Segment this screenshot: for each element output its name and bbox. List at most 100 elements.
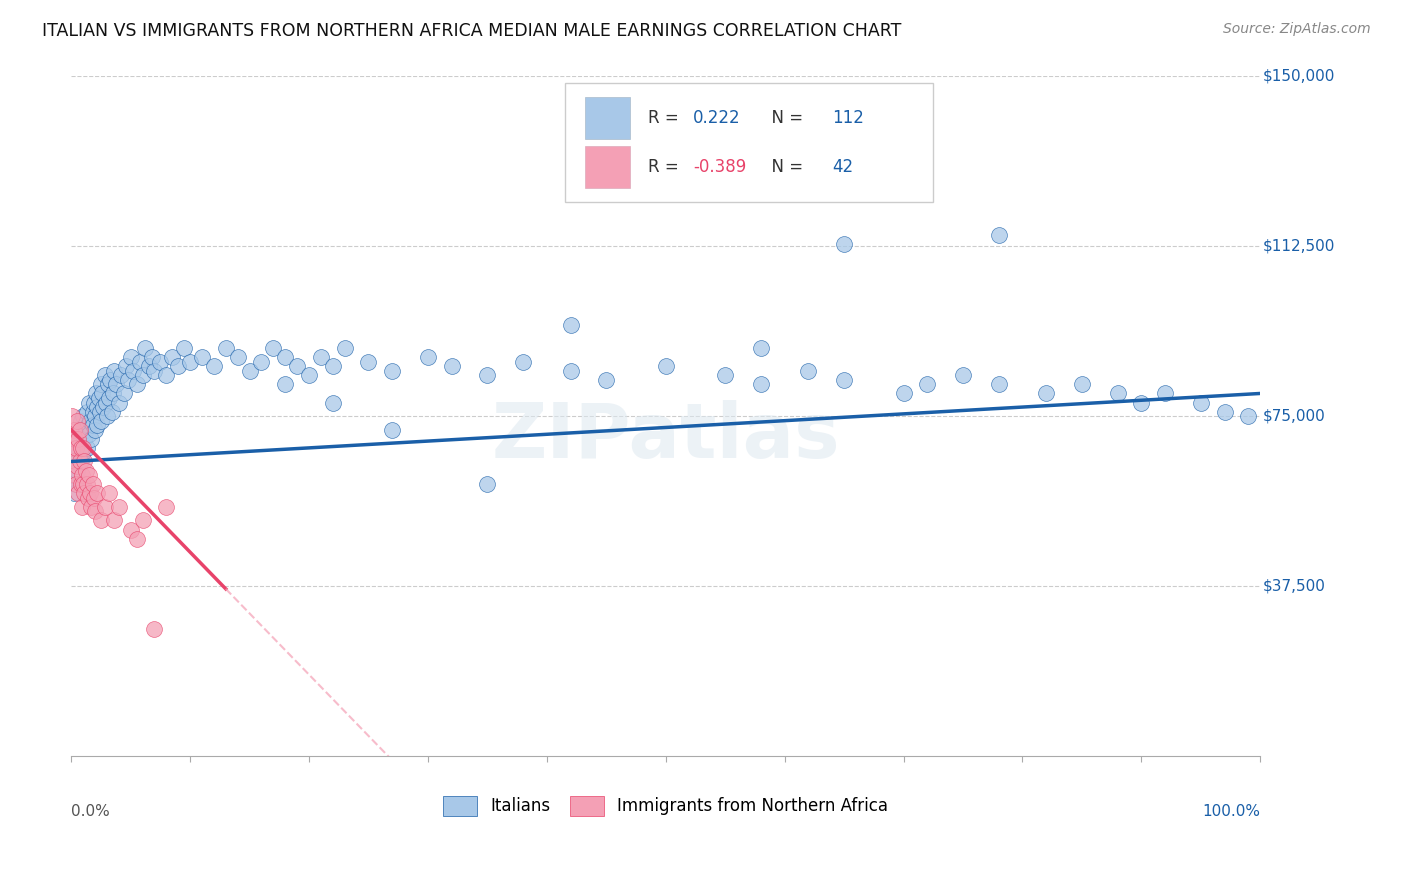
- Point: [79, 486, 101, 500]
- Point: [97, 377, 120, 392]
- Point: [84, 504, 107, 518]
- Point: [125, 532, 148, 546]
- Point: [70, 468, 93, 483]
- Point: [62, 486, 84, 500]
- Point: [72, 445, 94, 459]
- Text: $75,000: $75,000: [1263, 409, 1326, 424]
- Point: [66, 464, 89, 478]
- Point: [65, 441, 87, 455]
- Point: [93, 400, 115, 414]
- Text: ITALIAN VS IMMIGRANTS FROM NORTHERN AFRICA MEDIAN MALE EARNINGS CORRELATION CHAR: ITALIAN VS IMMIGRANTS FROM NORTHERN AFRI…: [42, 22, 901, 40]
- Point: [73, 432, 96, 446]
- Point: [65, 477, 87, 491]
- Point: [76, 404, 98, 418]
- Point: [66, 432, 89, 446]
- Point: [63, 432, 86, 446]
- Text: 0.222: 0.222: [693, 109, 741, 127]
- Bar: [585, 96, 630, 139]
- Point: [173, 341, 195, 355]
- Point: [1213, 404, 1236, 418]
- Point: [73, 486, 96, 500]
- Point: [69, 454, 91, 468]
- Point: [86, 418, 108, 433]
- Point: [155, 500, 177, 514]
- Point: [239, 364, 262, 378]
- Point: [67, 441, 90, 455]
- Point: [93, 368, 115, 383]
- Point: [82, 404, 104, 418]
- Point: [90, 513, 112, 527]
- FancyBboxPatch shape: [565, 83, 934, 202]
- Point: [73, 454, 96, 468]
- Point: [96, 409, 118, 424]
- Point: [98, 486, 121, 500]
- Point: [63, 454, 86, 468]
- Point: [143, 622, 166, 636]
- Point: [416, 350, 439, 364]
- Text: N =: N =: [761, 109, 808, 127]
- Point: [69, 441, 91, 455]
- Point: [75, 464, 97, 478]
- Point: [333, 341, 356, 355]
- Point: [832, 373, 855, 387]
- Point: [1070, 377, 1092, 392]
- Legend: Italians, Immigrants from Northern Africa: Italians, Immigrants from Northern Afric…: [437, 789, 894, 822]
- Point: [167, 359, 190, 374]
- Point: [80, 432, 103, 446]
- Point: [1237, 409, 1260, 424]
- Point: [215, 341, 238, 355]
- Point: [131, 368, 153, 383]
- Point: [67, 432, 90, 446]
- Point: [107, 500, 129, 514]
- Point: [654, 359, 676, 374]
- Point: [440, 359, 463, 374]
- Point: [62, 468, 84, 483]
- Point: [262, 341, 284, 355]
- Point: [322, 395, 344, 409]
- Point: [134, 341, 156, 355]
- Point: [1189, 395, 1212, 409]
- Point: [155, 368, 177, 383]
- Point: [309, 350, 332, 364]
- Point: [83, 395, 105, 409]
- Point: [76, 441, 98, 455]
- Point: [322, 359, 344, 374]
- Point: [93, 500, 115, 514]
- Point: [560, 318, 582, 333]
- Point: [381, 423, 404, 437]
- Point: [120, 350, 142, 364]
- Text: Source: ZipAtlas.com: Source: ZipAtlas.com: [1223, 22, 1371, 37]
- Point: [1107, 386, 1129, 401]
- Point: [477, 368, 499, 383]
- Text: $37,500: $37,500: [1263, 579, 1326, 594]
- Point: [120, 523, 142, 537]
- Point: [125, 377, 148, 392]
- Point: [107, 395, 129, 409]
- Point: [100, 404, 122, 418]
- Point: [94, 395, 117, 409]
- Point: [179, 355, 201, 369]
- Point: [595, 373, 617, 387]
- Point: [202, 359, 225, 374]
- Point: [103, 364, 125, 378]
- Point: [72, 477, 94, 491]
- Text: R =: R =: [648, 109, 683, 127]
- Point: [381, 364, 404, 378]
- Point: [91, 386, 114, 401]
- Point: [749, 341, 772, 355]
- Point: [69, 414, 91, 428]
- Point: [100, 373, 122, 387]
- Text: -0.389: -0.389: [693, 158, 747, 176]
- Point: [162, 350, 184, 364]
- Point: [512, 355, 534, 369]
- Point: [298, 368, 321, 383]
- Point: [66, 458, 89, 473]
- Point: [749, 377, 772, 392]
- Point: [110, 368, 132, 383]
- Point: [77, 491, 100, 505]
- Text: $112,500: $112,500: [1263, 238, 1334, 253]
- Point: [250, 355, 273, 369]
- Point: [66, 414, 89, 428]
- Point: [226, 350, 249, 364]
- Point: [274, 377, 297, 392]
